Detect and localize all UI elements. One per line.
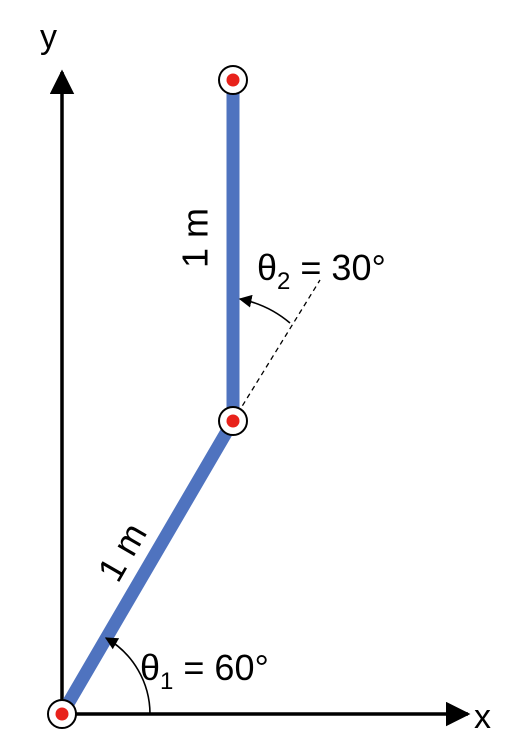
joint-elbow bbox=[218, 406, 248, 436]
link1-extension-dashed bbox=[232, 279, 321, 422]
joint-base bbox=[47, 699, 77, 729]
theta2-label: θ2 = 30° bbox=[257, 247, 386, 295]
link2-length-label: 1 m bbox=[175, 208, 216, 268]
theta1-label: θ1 = 60° bbox=[140, 647, 269, 695]
link-1 bbox=[56, 417, 239, 718]
y-axis-label: y bbox=[40, 18, 57, 56]
theta1-arc bbox=[104, 637, 151, 715]
x-axis-label: x bbox=[474, 698, 491, 736]
joint-end-effector bbox=[218, 65, 248, 95]
theta2-arc bbox=[238, 294, 291, 324]
